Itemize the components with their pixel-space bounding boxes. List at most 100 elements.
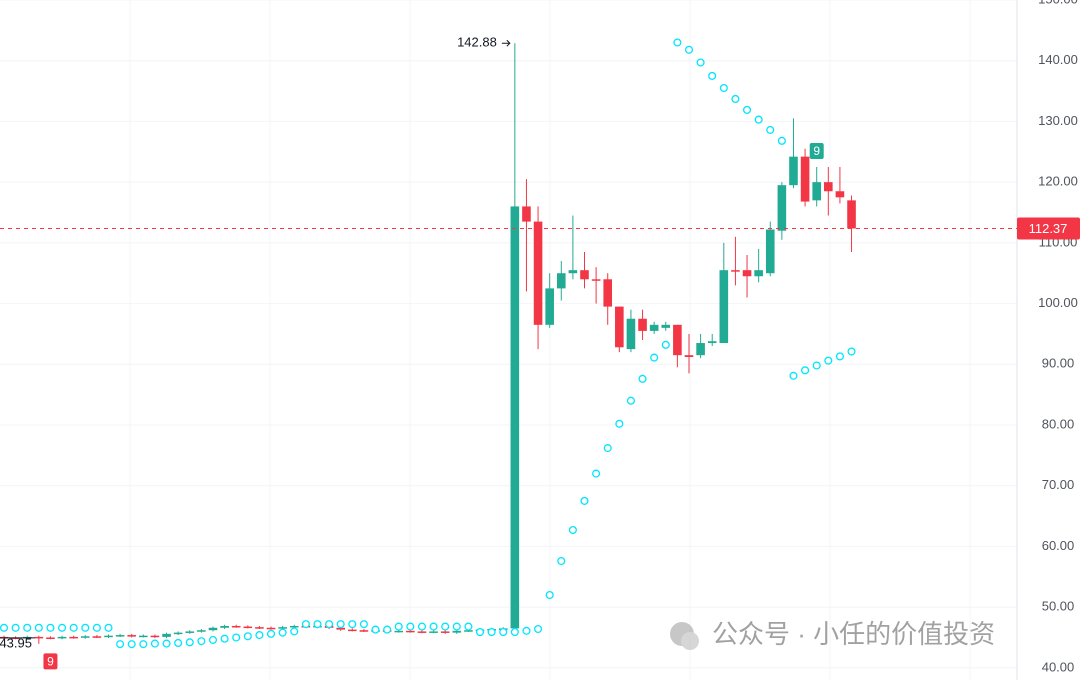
candle-body: [231, 625, 241, 628]
sar-dot: [452, 622, 461, 631]
candle-body: [754, 270, 763, 277]
candle-body: [208, 627, 218, 631]
sar-dot: [464, 622, 473, 631]
candle-body: [127, 635, 137, 637]
sar-dot: [650, 353, 659, 362]
candle-body: [824, 182, 833, 192]
sar-dot: [789, 371, 798, 380]
candle-body: [348, 629, 357, 632]
y-tick-label: 80.00: [1042, 416, 1075, 431]
sar-dot: [313, 620, 322, 629]
candle-body: [789, 156, 798, 186]
y-tick-label: 100.00: [1038, 295, 1078, 310]
sar-dot: [0, 623, 9, 632]
sar-dot: [754, 115, 763, 124]
candle-body: [104, 635, 113, 638]
candle-body: [568, 270, 578, 274]
candle-body: [34, 636, 44, 639]
candle-body: [80, 636, 90, 638]
sar-dot: [777, 136, 786, 145]
sar-dot: [557, 556, 566, 566]
sar-dot: [510, 627, 519, 637]
sar-dot: [615, 419, 624, 428]
sar-dot: [708, 71, 717, 80]
sar-dot: [766, 125, 775, 134]
sar-dot: [487, 627, 496, 637]
y-tick-label: 120.00: [1038, 174, 1078, 189]
candle-body: [417, 631, 427, 633]
grid: [0, 0, 1017, 680]
candle-body: [556, 273, 566, 289]
y-tick-label: 140.00: [1038, 52, 1078, 67]
sar-dot: [568, 525, 577, 535]
sar-dot: [673, 38, 682, 47]
sar-dot: [69, 623, 78, 632]
sar-dot: [592, 469, 601, 478]
candle-body: [406, 630, 415, 633]
sar-dot: [92, 623, 101, 632]
candle-body: [800, 156, 810, 202]
last-price-label: 112.37: [1029, 221, 1068, 236]
watermark-text: 公众号 · 小任的价值投资: [712, 619, 995, 649]
sar-dot: [139, 640, 148, 649]
sar-dot: [208, 635, 218, 644]
y-tick-label: 40.00: [1042, 659, 1075, 674]
sar-dot: [545, 590, 554, 600]
sar-dot: [534, 624, 543, 634]
sar-dot: [11, 623, 20, 632]
signal-marker: [809, 142, 824, 159]
candle-body: [707, 341, 717, 344]
sar-dot: [255, 631, 264, 640]
watermark-icon: [681, 632, 699, 650]
signal-label: 9: [47, 654, 54, 668]
candle-body: [440, 631, 450, 633]
watermark: 公众号 · 小任的价值投资: [670, 619, 995, 650]
sar-dot: [371, 625, 380, 634]
sar-dot: [301, 620, 310, 629]
sar-dot: [429, 622, 438, 631]
candle-body: [638, 318, 647, 331]
sar-dot: [719, 83, 728, 93]
sar-dot: [185, 638, 194, 647]
sar-dot: [742, 105, 752, 114]
candle-body: [673, 324, 682, 356]
candle-body: [197, 630, 206, 632]
sar-dot: [174, 638, 183, 648]
sar-dot: [57, 623, 67, 632]
sar-dot: [23, 623, 32, 632]
sar-dot: [116, 640, 125, 649]
candle-body: [649, 324, 659, 331]
sar-dot: [34, 623, 43, 632]
candle-body: [69, 636, 78, 639]
sar-dot: [812, 361, 821, 370]
candle-body: [46, 637, 55, 639]
candle-body: [394, 630, 404, 633]
candle-body: [510, 206, 520, 629]
sar-dot: [638, 374, 647, 383]
candle-body: [603, 279, 613, 307]
candle-body: [278, 627, 287, 629]
candle-body: [336, 627, 345, 630]
sar-dot: [522, 626, 531, 635]
y-tick-label: 90.00: [1042, 356, 1075, 371]
candle-body: [731, 270, 740, 272]
sar-dot: [278, 628, 287, 637]
sar-dot: [847, 347, 856, 356]
y-tick-label: 150.00: [1038, 0, 1078, 6]
sar-dot: [325, 620, 334, 629]
sar-dot: [150, 639, 159, 648]
candle-body: [185, 631, 195, 633]
candle-body: [429, 631, 438, 633]
sar-dot: [406, 622, 415, 631]
candle-body: [243, 626, 253, 629]
sar-dot: [162, 639, 171, 648]
candle-body: [220, 625, 229, 628]
candle-body: [359, 630, 369, 632]
sar-dot: [197, 637, 206, 646]
sar-dot: [661, 340, 670, 349]
sar-dot: [359, 620, 368, 629]
signal-marker: [43, 653, 58, 670]
candle-body: [835, 191, 845, 198]
sar-dot: [243, 632, 252, 641]
candle-body: [452, 630, 462, 633]
